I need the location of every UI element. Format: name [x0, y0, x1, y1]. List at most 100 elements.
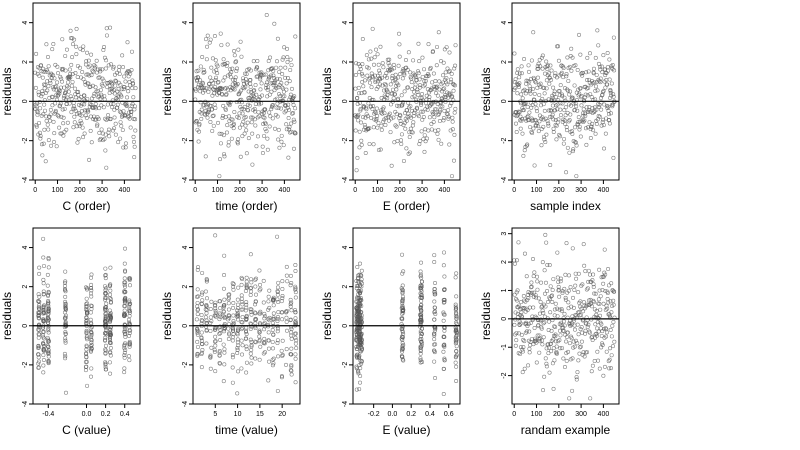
data-point [208, 315, 213, 320]
x-tick-label: 100 [531, 187, 543, 194]
data-point [453, 302, 458, 307]
data-point [70, 79, 75, 84]
plot-frame [32, 2, 141, 181]
data-point [44, 42, 49, 47]
plot-frame [352, 227, 461, 405]
data-point [526, 69, 531, 74]
data-point [513, 332, 518, 337]
data-point [564, 74, 569, 79]
data-point [447, 68, 452, 73]
data-point [535, 64, 540, 69]
data-point [370, 74, 375, 79]
data-point [516, 82, 521, 87]
data-point [604, 327, 609, 332]
y-axis-label: residuals [160, 292, 174, 340]
x-tick-label: 400 [439, 187, 451, 194]
data-point [550, 288, 555, 293]
data-point [535, 333, 540, 338]
data-point [581, 111, 586, 116]
data-point [271, 297, 276, 302]
data-point [572, 344, 577, 349]
y-tick-label: 4 [182, 21, 189, 25]
x-axis-label: time (value) [215, 423, 278, 437]
data-point [550, 103, 555, 108]
data-point [564, 241, 569, 246]
data-point [419, 260, 424, 265]
data-point [104, 301, 109, 306]
data-point [606, 283, 611, 288]
data-point [56, 114, 61, 119]
data-point [441, 343, 446, 348]
data-point [76, 89, 81, 94]
data-point [280, 72, 285, 77]
data-point [570, 246, 575, 251]
data-point [252, 106, 257, 111]
data-point [608, 366, 613, 371]
data-point [261, 300, 266, 305]
data-point [588, 109, 593, 114]
x-tick-label: 300 [575, 187, 587, 194]
data-point [539, 280, 544, 285]
y-tick-label: -1 [501, 344, 508, 350]
data-point [433, 84, 438, 89]
data-point [69, 110, 74, 115]
data-point [371, 125, 376, 130]
data-point [423, 107, 428, 112]
data-point [418, 360, 423, 365]
data-point [213, 343, 218, 348]
data-point [584, 70, 589, 75]
data-point [222, 303, 227, 308]
data-point [253, 356, 258, 361]
data-point [408, 70, 413, 75]
data-point [266, 330, 271, 335]
data-point [420, 341, 425, 346]
data-point [236, 343, 241, 348]
data-point [289, 63, 294, 68]
data-point [603, 289, 608, 294]
data-point [442, 108, 447, 113]
data-point [270, 363, 275, 368]
data-point [411, 58, 416, 63]
data-point [607, 366, 612, 371]
data-point [556, 117, 561, 122]
data-point [557, 89, 562, 94]
data-point [244, 370, 249, 375]
data-point [276, 300, 281, 305]
data-point [419, 299, 424, 304]
data-point [66, 80, 71, 85]
data-point [120, 127, 125, 132]
data-point [592, 359, 597, 364]
data-point [116, 140, 121, 145]
data-point [604, 334, 609, 339]
data-point [126, 114, 131, 119]
data-point [527, 84, 532, 89]
data-point [569, 46, 574, 51]
data-point [100, 76, 105, 81]
data-point [199, 85, 204, 90]
data-point [589, 124, 594, 129]
data-point [262, 314, 267, 319]
data-point [128, 276, 133, 281]
data-point [387, 63, 392, 68]
data-point [606, 112, 611, 117]
data-point [600, 342, 605, 347]
data-point [551, 277, 556, 282]
data-point [195, 344, 200, 349]
data-point [244, 347, 249, 352]
data-point [293, 316, 298, 321]
x-tick-label: -0.2 [368, 411, 380, 418]
data-point [123, 145, 128, 150]
point-layer [353, 26, 458, 179]
data-point [591, 128, 596, 133]
data-point [213, 334, 218, 339]
data-point [435, 131, 440, 136]
data-point [221, 305, 226, 310]
data-point [432, 317, 437, 322]
data-point [546, 108, 551, 113]
data-point [78, 118, 83, 123]
data-point [199, 318, 204, 323]
data-point [262, 336, 267, 341]
data-point [601, 88, 606, 93]
data-point [228, 100, 233, 105]
data-point [205, 44, 210, 49]
